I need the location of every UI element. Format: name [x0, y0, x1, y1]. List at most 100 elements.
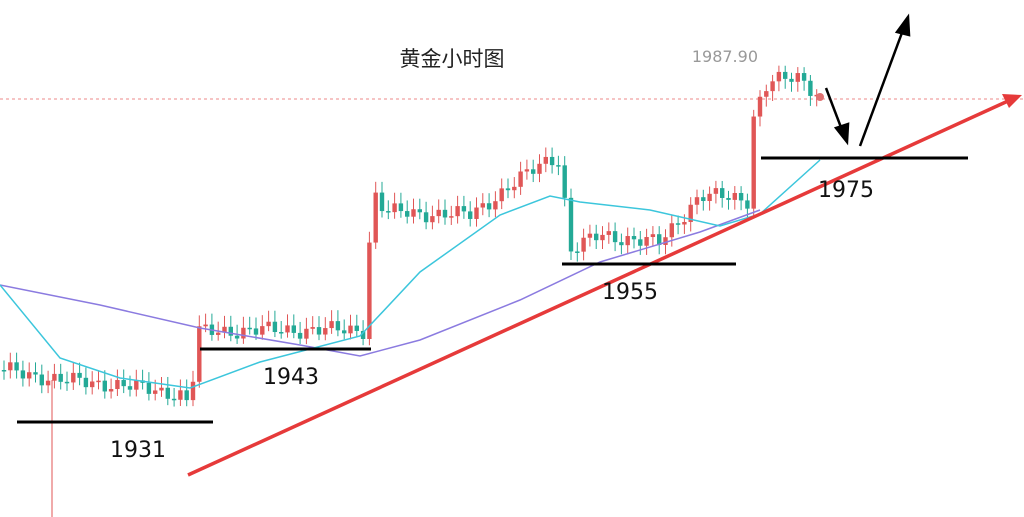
candle [562, 165, 567, 198]
candle [789, 78, 794, 82]
candle [184, 390, 189, 401]
candle [411, 209, 416, 217]
candle [266, 321, 271, 327]
candle [801, 73, 807, 81]
candle [228, 326, 233, 336]
candle [688, 204, 693, 222]
candle [297, 332, 303, 339]
candle [795, 73, 800, 82]
price-label: 1987.90 [692, 47, 758, 66]
candle [304, 328, 309, 339]
last-price-dot [816, 93, 824, 101]
candle [71, 372, 76, 383]
candle [247, 327, 252, 330]
candle [360, 330, 366, 339]
candle [90, 381, 95, 388]
trend-line [187, 99, 1009, 477]
candle [556, 165, 561, 167]
candle [776, 71, 782, 82]
candle [102, 380, 107, 392]
candle [524, 169, 530, 172]
candle [398, 203, 404, 212]
candle [751, 116, 756, 209]
candle [757, 96, 763, 117]
candle [373, 192, 378, 243]
candle [77, 372, 82, 378]
candle [8, 362, 13, 371]
candle [612, 231, 618, 243]
candle [575, 251, 580, 253]
candle [146, 382, 152, 394]
candle [745, 200, 750, 209]
candle [291, 325, 296, 333]
level-label: 1943 [263, 365, 319, 390]
candle [707, 193, 712, 201]
candle [58, 373, 63, 382]
trend-arrow [1002, 94, 1022, 108]
candle [127, 386, 133, 390]
candle [33, 372, 38, 375]
candle [279, 332, 284, 334]
candle [1, 370, 7, 372]
candle [518, 171, 523, 187]
candle [543, 156, 548, 164]
candle [234, 335, 240, 339]
candle [108, 389, 114, 392]
candle [171, 398, 177, 401]
candle [222, 326, 227, 333]
candle [713, 188, 719, 194]
candle [738, 193, 744, 201]
candle [568, 197, 574, 252]
candle [449, 216, 454, 218]
candle [764, 91, 769, 97]
candle [442, 209, 448, 218]
candle [694, 197, 700, 205]
candle [165, 387, 170, 399]
candle [631, 236, 637, 240]
candle [638, 239, 643, 246]
arrow-down-head [833, 122, 850, 146]
candle [493, 201, 498, 210]
candle [96, 380, 101, 383]
candle [342, 330, 347, 334]
candle [348, 325, 353, 334]
candle [134, 380, 139, 390]
candle [808, 80, 813, 96]
candle [675, 223, 681, 225]
candle [783, 71, 788, 79]
ma-slow [0, 209, 761, 357]
candle [159, 387, 164, 391]
candle [45, 380, 51, 386]
candle [354, 325, 359, 331]
candle [190, 381, 196, 401]
candle [455, 206, 460, 217]
candle [241, 327, 246, 339]
candle [625, 236, 630, 246]
candle [121, 380, 126, 387]
candle [379, 192, 385, 212]
candle [14, 362, 19, 371]
candle [606, 231, 611, 235]
forecast-arrows [824, 13, 911, 147]
candle [367, 242, 372, 339]
candle [115, 380, 120, 390]
candle [153, 390, 158, 394]
candle [682, 221, 687, 225]
candle [480, 203, 485, 208]
candle [732, 193, 737, 200]
candle [272, 321, 278, 333]
candle [52, 373, 57, 381]
arrow-up [858, 29, 905, 147]
ma-fast [0, 159, 821, 389]
candle [505, 188, 511, 191]
candle [203, 324, 208, 327]
candle [512, 186, 517, 191]
candle [619, 242, 624, 246]
level-label: 1955 [602, 280, 658, 305]
candle [701, 197, 706, 201]
candle [197, 326, 202, 382]
candle [39, 374, 44, 386]
candle [27, 372, 32, 379]
candle [430, 216, 435, 223]
